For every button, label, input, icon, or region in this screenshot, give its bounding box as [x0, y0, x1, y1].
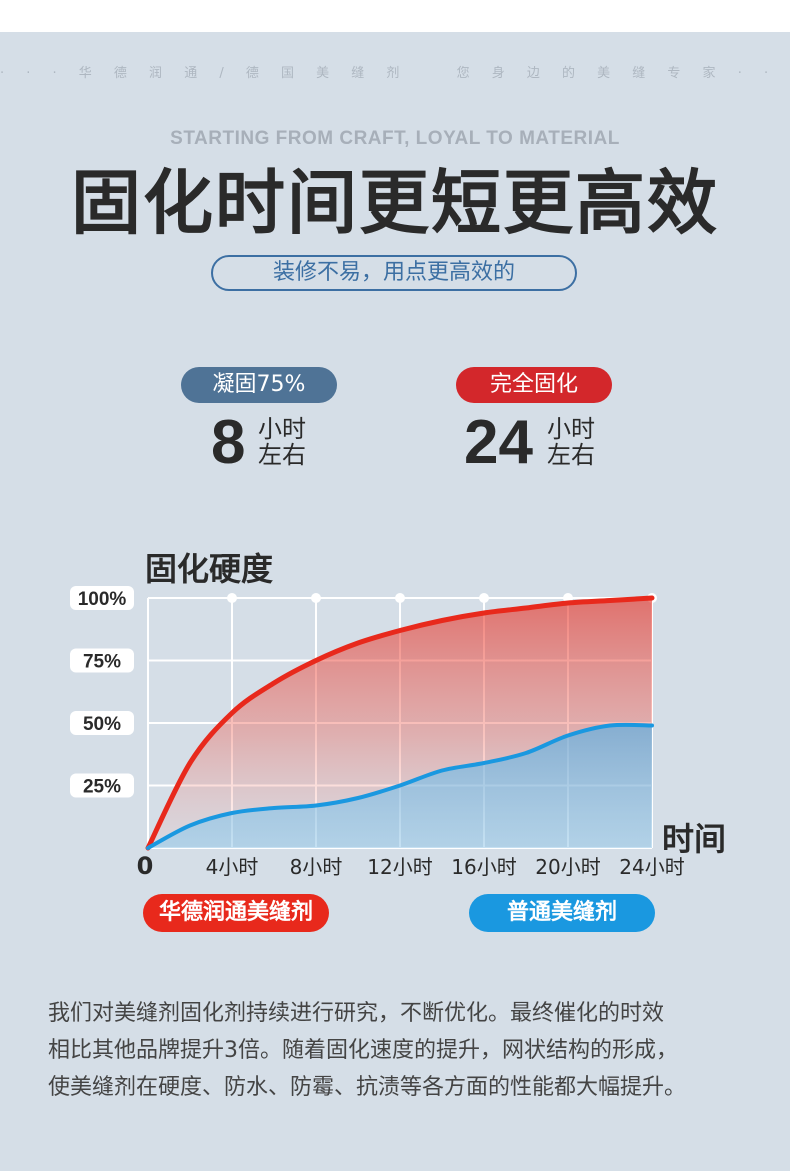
grid-top-dot: [311, 593, 321, 603]
description-text: 我们对美缝剂固化剂持续进行研究，不断优化。最终催化的时效 相比其他品牌提升3倍。…: [48, 995, 748, 1106]
brand-tagline: · · · 华 德 润 通 / 德 国 美 缝 剂 您 身 边 的 美 缝 专 …: [0, 66, 790, 81]
y-tick-pill: [70, 711, 134, 735]
grid-top-dot: [479, 593, 489, 603]
x-tick-label: 8小时: [290, 855, 343, 879]
stat-unit-8h: 小时 左右: [258, 416, 338, 468]
y-tick-label: 50%: [83, 714, 121, 735]
y-tick-pill: [70, 586, 134, 610]
legend-ordinary: 普通美缝剂: [469, 894, 655, 932]
stat-badge-set-75: 凝固75%: [181, 367, 337, 403]
x-axis-label: 时间: [662, 820, 726, 858]
chart-title: 固化硬度: [145, 550, 274, 588]
stat-number-24h: 24: [464, 408, 533, 477]
x-tick-label: 24小时: [619, 855, 684, 879]
stat-badge-full-cure: 完全固化: [456, 367, 612, 403]
y-tick-label: 100%: [78, 589, 127, 610]
english-subtitle: STARTING FROM CRAFT, LOYAL TO MATERIAL: [170, 128, 620, 149]
x-tick-label: 16小时: [451, 855, 516, 879]
stat-unit-approx: 左右: [547, 441, 595, 469]
description-line: 相比其他品牌提升3倍。随着固化速度的提升，网状结构的形成，: [48, 1038, 678, 1063]
y-tick-label: 25%: [83, 777, 121, 798]
description-line: 我们对美缝剂固化剂持续进行研究，不断优化。最终催化的时效: [48, 1001, 665, 1026]
y-tick-pill: [70, 648, 134, 673]
stat-unit-hours: 小时: [258, 415, 306, 443]
stat-number-8h: 8: [211, 408, 246, 477]
y-tick-label: 75%: [83, 652, 121, 673]
stat-unit-approx: 左右: [258, 441, 306, 469]
grid-top-dot: [395, 593, 405, 603]
description-line: 使美缝剂在硬度、防水、防霉、抗渍等各方面的性能都大幅提升。: [48, 1075, 687, 1100]
stat-unit-24h: 小时 左右: [547, 416, 627, 468]
x-tick-label: 0: [137, 852, 154, 880]
stat-unit-hours: 小时: [547, 415, 595, 443]
x-tick-label: 4小时: [206, 855, 259, 879]
x-tick-label: 20小时: [535, 855, 600, 879]
grid-top-dot: [227, 593, 237, 603]
y-tick-pill: [70, 773, 134, 798]
legend-huade: 华德润通美缝剂: [143, 894, 329, 932]
slogan-badge: 装修不易，用点更高效的: [211, 255, 577, 291]
page-title: 固化时间更短更高效: [71, 162, 719, 244]
series-line-ordinary: [146, 722, 654, 850]
x-tick-label: 12小时: [367, 855, 432, 879]
series-line-huade: [145, 595, 655, 851]
